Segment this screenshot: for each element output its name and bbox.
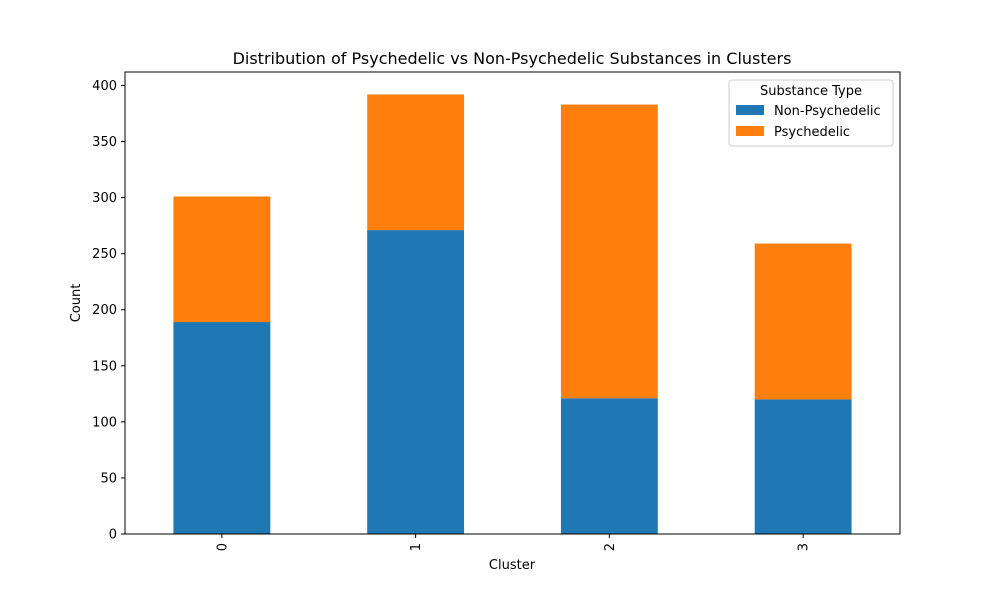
bar-non-psychedelic-cluster-1 — [367, 230, 465, 535]
bar-non-psychedelic-cluster-2 — [560, 398, 658, 534]
x-axis-label: Cluster — [489, 558, 536, 573]
y-tick-label: 150 — [92, 359, 117, 374]
y-tick-label: 300 — [92, 191, 117, 206]
y-tick-label: 50 — [100, 471, 117, 486]
legend: Substance Type Non-Psychedelic Psychedel… — [728, 79, 894, 147]
legend-frame — [728, 79, 894, 147]
bar-non-psychedelic-cluster-0 — [173, 322, 271, 534]
x-tick-label: 3 — [797, 543, 812, 551]
plot-frame — [124, 71, 901, 535]
y-tick-label: 350 — [92, 135, 117, 150]
y-tick-label: 400 — [92, 79, 117, 94]
y-tick-label: 0 — [109, 528, 117, 543]
bar-psychedelic-cluster-3 — [754, 243, 852, 400]
y-axis-label: Count — [69, 284, 84, 323]
y-tick-label: 200 — [92, 303, 117, 318]
legend-swatch-psychedelic — [736, 126, 764, 136]
x-tick-label: 2 — [603, 543, 618, 551]
x-tick-label: 1 — [409, 543, 424, 551]
legend-swatch-non-psychedelic — [736, 105, 764, 115]
x-axis: 0 1 2 3 — [215, 534, 812, 551]
bar-psychedelic-cluster-2 — [560, 104, 658, 399]
legend-label-non-psychedelic: Non-Psychedelic — [774, 104, 881, 119]
y-tick-label: 100 — [92, 415, 117, 430]
bar-psychedelic-cluster-0 — [173, 196, 271, 323]
chart-title: Distribution of Psychedelic vs Non-Psych… — [233, 49, 792, 68]
legend-label-psychedelic: Psychedelic — [774, 125, 850, 140]
bar-psychedelic-cluster-1 — [367, 94, 465, 231]
y-tick-label: 250 — [92, 247, 117, 262]
bar-non-psychedelic-cluster-3 — [754, 399, 852, 534]
legend-title: Substance Type — [760, 84, 862, 99]
y-axis: 0 50 100 150 200 250 300 350 400 — [92, 79, 125, 543]
bars-layer — [173, 94, 852, 535]
x-tick-label: 0 — [215, 543, 230, 551]
